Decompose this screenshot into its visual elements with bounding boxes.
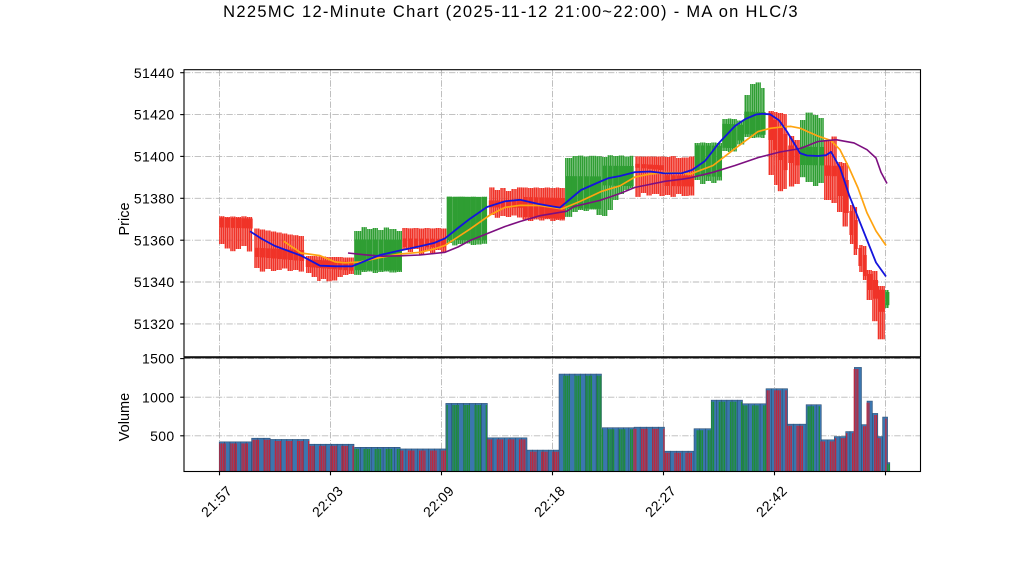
svg-text:51360: 51360 [134, 232, 175, 248]
svg-text:500: 500 [150, 428, 174, 444]
svg-text:51340: 51340 [134, 274, 175, 290]
svg-text:51320: 51320 [134, 316, 175, 332]
svg-text:N225MC 12-Minute Chart (2025-1: N225MC 12-Minute Chart (2025-11-12 21:00… [223, 3, 799, 21]
svg-text:1500: 1500 [142, 351, 175, 367]
svg-text:51380: 51380 [134, 190, 175, 206]
svg-text:51420: 51420 [134, 107, 175, 123]
svg-text:51440: 51440 [134, 65, 175, 81]
svg-text:1000: 1000 [142, 389, 175, 405]
svg-text:Volume: Volume [117, 393, 133, 441]
svg-text:51400: 51400 [134, 149, 175, 165]
svg-text:Price: Price [117, 202, 133, 235]
